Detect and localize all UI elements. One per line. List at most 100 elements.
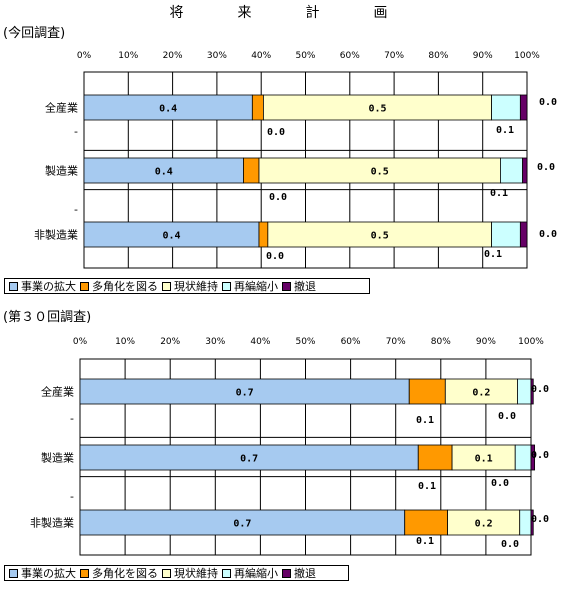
legend-label: 事業の拡大 [21,280,76,293]
bar-segment [530,378,534,405]
data-label: 0.1 [496,125,514,136]
bar-segment [517,378,532,405]
legend-item: 事業の拡大 [9,565,76,581]
legend-swatch [80,568,89,578]
x-tick-label: 20% [163,51,183,61]
legend-swatch [222,281,231,291]
bar-segment [83,94,253,121]
x-tick-label: 20% [160,337,180,347]
legend-swatch [9,281,18,291]
legend-swatch [162,568,171,578]
data-label: 0.0 [531,514,549,525]
category-label: - [70,490,74,503]
data-label: 0.7 [233,519,251,530]
figure-title: 将 来 計 画 [169,5,408,21]
data-label: 0.5 [368,104,386,115]
data-label: 0.0 [501,539,519,550]
legend-label: 撤退 [294,280,316,293]
bar-segment [258,221,269,248]
legend-label: 現状維持 [174,567,218,580]
x-tick-label: 90% [473,51,493,61]
x-tick-label: 60% [341,337,361,347]
panel-1: 0% 10% 20% 30% 40% 50% 60% 70% 80% 90% 100% 全産業 - 製造業… [34,51,557,269]
x-tick-label: 30% [207,51,227,61]
x-tick-label: 40% [250,337,270,347]
data-label: 0.1 [418,481,436,492]
data-label: 0.4 [159,104,177,115]
bar-segment [243,157,260,184]
legend-label: 現状維持 [174,280,218,293]
x-tick-label: 50% [295,337,315,347]
data-label: 0.1 [475,454,493,465]
category-label: - [70,412,74,425]
legend-swatch [222,568,231,578]
data-label: 0.1 [416,415,434,426]
data-label: 0.7 [240,454,258,465]
bar-segment [83,157,244,184]
legend-item: 多角化を図る [80,278,158,294]
data-label: 0.0 [498,411,516,422]
legend-item: 再編縮小 [222,565,278,581]
data-label: 0.0 [531,384,549,395]
bar-segment [263,94,492,121]
panel-2-subtitle: (第３０回調査) [3,310,92,325]
x-tick-label: 80% [431,337,451,347]
legend-item: 撤退 [282,278,316,294]
bar-segment [79,509,406,536]
legend-item: 現状維持 [162,565,218,581]
legend-swatch [162,281,171,291]
data-label: 0.4 [162,231,180,242]
legend-label: 多角化を図る [92,567,158,580]
x-tick-label: 10% [118,51,138,61]
category-label: - [74,203,78,216]
legend-swatch [282,281,291,291]
bar-segment [500,157,523,184]
bar-segment [519,509,532,536]
bar-segment [444,378,518,405]
data-label: 0.0 [531,450,549,461]
legend-panel-1: 事業の拡大 多角化を図る 現状維持 再編縮小 撤退 [4,278,370,294]
bar-segment [522,157,528,184]
x-tick-label: 100% [514,51,540,61]
legend-item: 撤退 [282,565,316,581]
x-tick-label: 70% [386,337,406,347]
legend-swatch [80,281,89,291]
x-tick-label: 30% [205,337,225,347]
x-tick-label: 50% [295,51,315,61]
x-tick-label: 10% [115,337,135,347]
x-tick-label: 100% [518,337,544,347]
category-label: - [74,125,78,138]
category-label: 非製造業 [30,516,74,530]
bar-segment [79,378,410,405]
legend-label: 再編縮小 [234,567,278,580]
bar-segment [530,444,536,471]
category-label: 非製造業 [34,228,78,242]
data-label: 0.1 [484,249,502,260]
data-label: 0.0 [267,127,285,138]
data-label: 0.2 [472,388,490,399]
x-tick-label: 60% [340,51,360,61]
bar-segment [519,221,528,248]
bar-segment [83,221,260,248]
data-label: 0.5 [371,231,389,242]
data-label: 0.7 [236,388,254,399]
x-tick-label: 0% [77,51,92,61]
bar-segment [514,444,532,471]
legend-panel-2: 事業の拡大 多角化を図る 現状維持 再編縮小 撤退 [4,565,349,581]
legend-label: 撤退 [294,567,316,580]
legend-item: 事業の拡大 [9,278,76,294]
legend-label: 多角化を図る [92,280,158,293]
x-tick-label: 80% [428,51,448,61]
bar-segment [251,94,264,121]
data-label: 0.0 [491,478,509,489]
legend-label: 再編縮小 [234,280,278,293]
legend-swatch [282,568,291,578]
category-label: 製造業 [41,451,74,465]
legend-label: 事業の拡大 [21,567,76,580]
legend-item: 現状維持 [162,278,218,294]
data-label: 0.0 [537,162,555,173]
bar-segment [408,378,446,405]
bar-segment [519,94,528,121]
data-label: 0.0 [539,97,557,108]
